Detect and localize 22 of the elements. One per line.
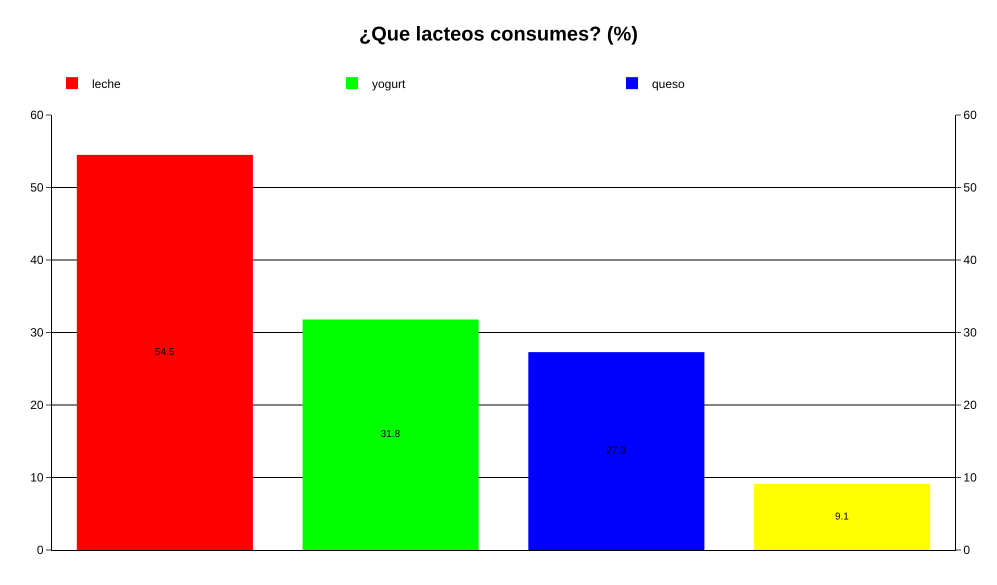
y-tick-label: 20 xyxy=(30,398,44,412)
y2-tick-label: 60 xyxy=(963,108,978,122)
y-tick-label: 50 xyxy=(30,180,44,195)
legend-label: queso xyxy=(652,76,686,91)
y2-tick-label: 30 xyxy=(963,326,978,340)
y2-tick-label: 10 xyxy=(963,470,978,485)
legend-label: leche xyxy=(92,76,122,91)
y-tick-label: 40 xyxy=(30,253,44,268)
data-label: 27.3 xyxy=(606,446,626,457)
data-label: 9.1 xyxy=(834,512,850,523)
chart-title: ¿Que lacteos consumes? (%) xyxy=(359,23,638,46)
y2-tick-label: 50 xyxy=(963,180,978,195)
y2-tick-label: 20 xyxy=(963,398,978,412)
data-label: 31.8 xyxy=(380,429,401,440)
legend-label: yogurt xyxy=(372,76,406,91)
y-tick-label: 0 xyxy=(36,543,44,558)
y-tick-label: 30 xyxy=(30,326,44,340)
y-tick-label: 60 xyxy=(30,108,44,122)
y-tick-label: 10 xyxy=(30,470,44,485)
y2-tick-label: 0 xyxy=(963,543,970,558)
data-label: 54.5 xyxy=(154,346,175,358)
y2-tick-label: 40 xyxy=(963,253,978,268)
